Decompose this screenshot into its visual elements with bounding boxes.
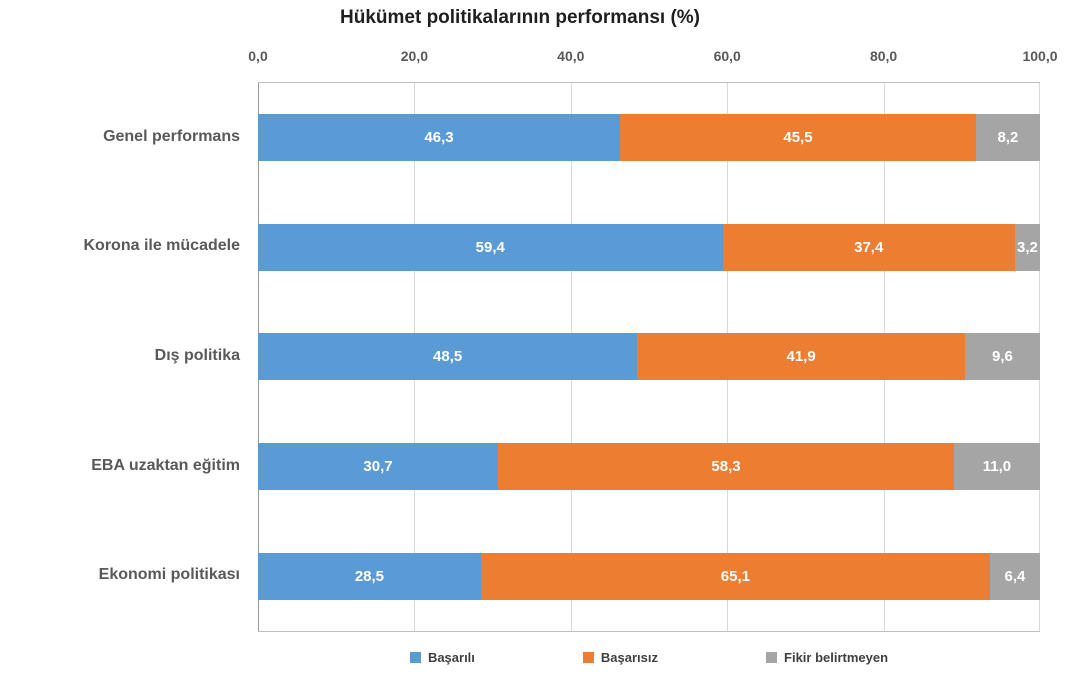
- data-label: 11,0: [982, 458, 1012, 476]
- data-label: 46,3: [424, 129, 454, 147]
- bar-segment-başarısız: 65,1: [480, 552, 990, 600]
- data-label: 8,2: [997, 129, 1019, 147]
- data-label: 3,2: [1017, 238, 1038, 256]
- data-label: 28,5: [354, 567, 385, 585]
- data-label: 48,5: [433, 348, 463, 366]
- bar-segment-başarılı: 30,7: [258, 443, 499, 491]
- x-axis: 0,0 20,0 40,0 60,0 80,0 100,0: [248, 48, 1057, 68]
- category-label: Ekonomi politikası: [98, 566, 240, 584]
- plot-area: 46,3 45,5 8,2 59,4 37,4 3,2 48,5 41,9 9,6 30,7 58,…: [258, 82, 1040, 632]
- bar-track: 48,5 41,9 9,6: [258, 333, 1040, 381]
- x-axis-tick-label: 60,0: [713, 48, 741, 64]
- bar-segment-başarılı: 59,4: [258, 223, 723, 271]
- legend-swatch-icon: [409, 652, 421, 663]
- bar-track: 30,7 58,3 11,0: [258, 443, 1040, 491]
- data-label: 6,4: [1004, 567, 1026, 585]
- data-label: 58,3: [711, 458, 741, 476]
- bar-segment-fikir-belirtmeyen: 6,4: [989, 552, 1040, 600]
- data-label: 9,6: [992, 348, 1013, 366]
- category-label: Korona ile mücadele: [83, 237, 241, 255]
- bar-rows: 46,3 45,5 8,2 59,4 37,4 3,2 48,5 41,9 9,6 30,7 58,…: [258, 83, 1040, 631]
- x-axis-tick-label: 80,0: [869, 48, 898, 64]
- legend: Başarılı Başarısız Fikir belirtmeyen: [258, 650, 1040, 665]
- legend-label: Başarısız: [600, 650, 659, 665]
- bar-row: 28,5 65,1 6,4: [258, 521, 1040, 631]
- bar-segment-fikir-belirtmeyen: 3,2: [1014, 223, 1040, 271]
- x-axis-tick-label: 40,0: [557, 48, 585, 64]
- legend-label: Başarılı: [427, 650, 475, 665]
- data-label: 37,4: [854, 238, 884, 256]
- chart-title: Hükümet politikalarının performansı (%): [340, 7, 700, 28]
- legend-item-fikir-belirtmeyen: Fikir belirtmeyen: [766, 650, 888, 665]
- bar-segment-başarılı: 48,5: [258, 333, 638, 381]
- bar-row: 48,5 41,9 9,6: [258, 302, 1040, 412]
- bar-segment-başarısız: 45,5: [620, 114, 976, 162]
- bar-segment-başarılı: 46,3: [258, 114, 621, 162]
- legend-item-başarısız: Başarısız: [582, 650, 659, 665]
- bar-track: 28,5 65,1 6,4: [258, 552, 1040, 600]
- data-label: 41,9: [786, 348, 816, 366]
- bar-segment-fikir-belirtmeyen: 9,6: [964, 333, 1040, 381]
- bar-row: 30,7 58,3 11,0: [258, 412, 1040, 522]
- bar-row: 59,4 37,4 3,2: [258, 193, 1040, 303]
- data-label: 65,1: [720, 567, 750, 585]
- data-label: 59,4: [475, 238, 505, 256]
- legend-item-başarılı: Başarılı: [409, 650, 475, 665]
- x-axis-tick-label: 0,0: [248, 48, 268, 64]
- category-label: EBA uzaktan eğitim: [91, 456, 240, 474]
- legend-label: Fikir belirtmeyen: [784, 650, 889, 665]
- bar-segment-başarılı: 28,5: [258, 552, 481, 600]
- bar-segment-başarısız: 41,9: [637, 333, 965, 381]
- data-label: 30,7: [363, 458, 393, 476]
- category-label: Genel performans: [103, 127, 240, 145]
- bar-segment-fikir-belirtmeyen: 8,2: [975, 114, 1040, 162]
- legend-swatch-icon: [766, 652, 778, 663]
- bar-segment-başarısız: 37,4: [722, 223, 1015, 271]
- bar-segment-başarısız: 58,3: [498, 443, 954, 491]
- x-axis-tick-label: 100,0: [1022, 48, 1058, 64]
- bar-track: 59,4 37,4 3,2: [258, 223, 1040, 271]
- bar-segment-fikir-belirtmeyen: 11,0: [953, 443, 1040, 491]
- data-label: 45,5: [783, 129, 813, 147]
- bar-row: 46,3 45,5 8,2: [258, 83, 1040, 193]
- category-label: Dış politika: [154, 346, 240, 364]
- x-axis-tick-label: 20,0: [400, 48, 429, 64]
- category-axis: Genel performans Korona ile mücadele Dış p…: [0, 82, 241, 630]
- legend-swatch-icon: [582, 652, 594, 663]
- bar-track: 46,3 45,5 8,2: [258, 114, 1040, 162]
